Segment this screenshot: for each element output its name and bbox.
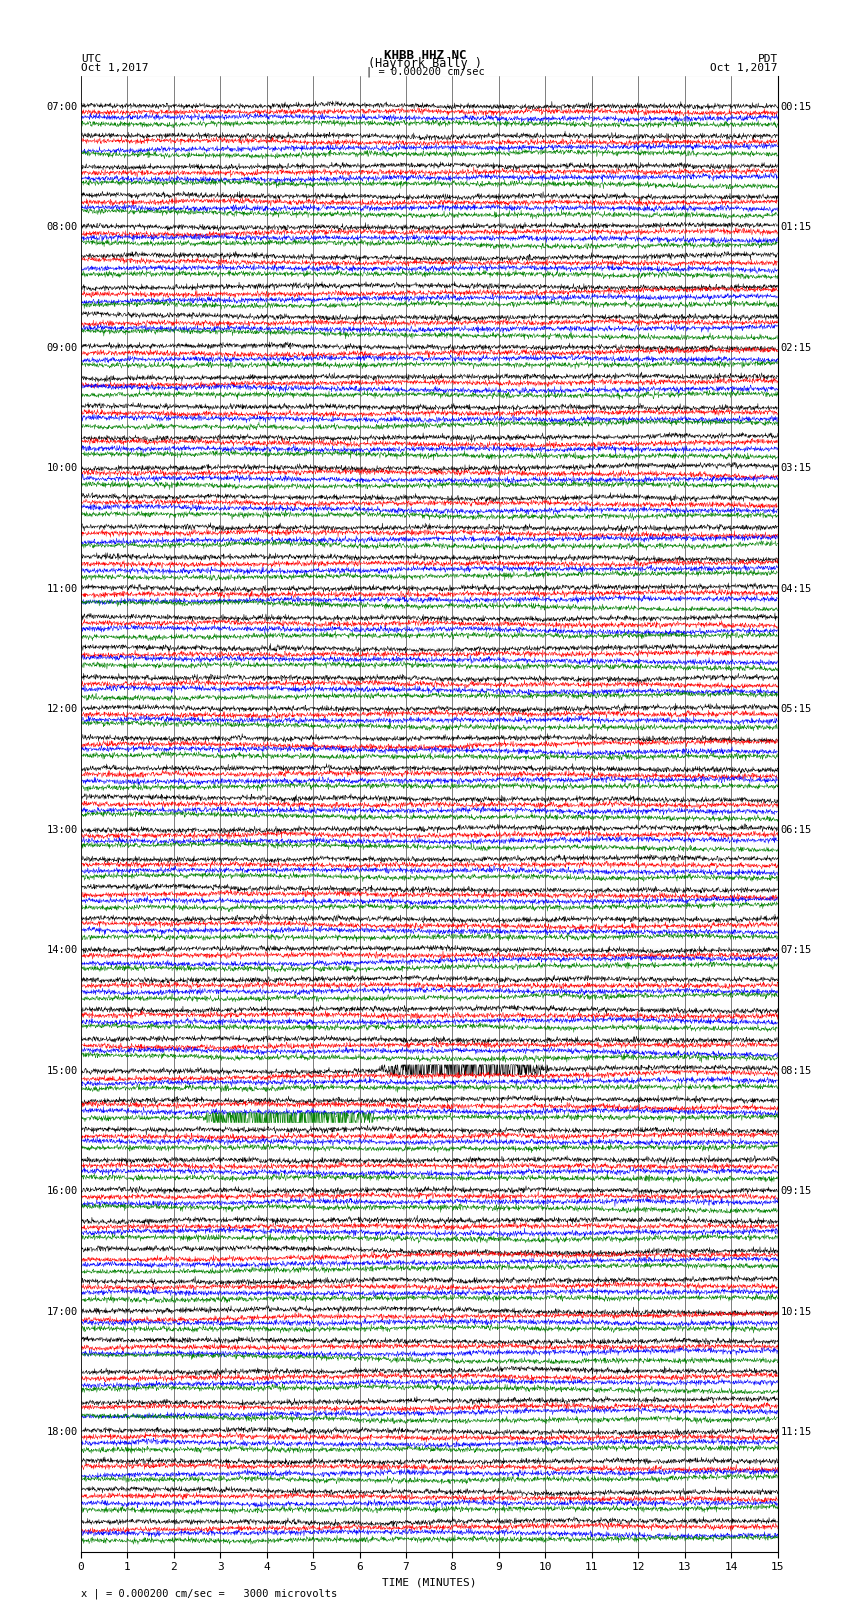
Text: (Hayfork Bally ): (Hayfork Bally ): [368, 56, 482, 71]
Text: | = 0.000200 cm/sec: | = 0.000200 cm/sec: [366, 66, 484, 77]
Text: Oct 1,2017: Oct 1,2017: [81, 63, 148, 73]
Text: PDT: PDT: [757, 55, 778, 65]
X-axis label: TIME (MINUTES): TIME (MINUTES): [382, 1578, 477, 1587]
Text: KHBB HHZ NC: KHBB HHZ NC: [383, 48, 467, 63]
Text: Oct 1,2017: Oct 1,2017: [711, 63, 778, 73]
Text: x | = 0.000200 cm/sec =   3000 microvolts: x | = 0.000200 cm/sec = 3000 microvolts: [81, 1589, 337, 1600]
Text: UTC: UTC: [81, 55, 101, 65]
